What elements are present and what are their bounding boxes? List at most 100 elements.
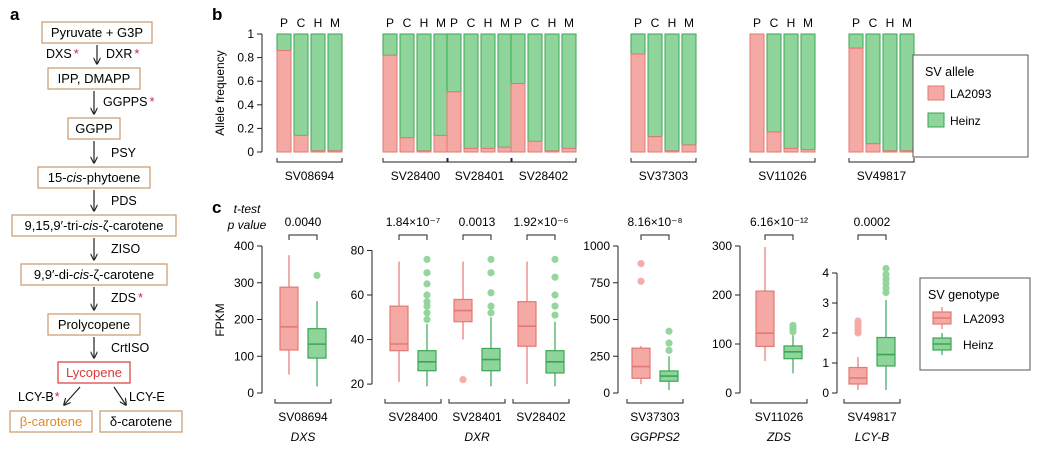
expr-sv-label: SV28401	[452, 410, 502, 424]
gene-label: ZDS	[766, 430, 791, 444]
expr-sv-label: SV28400	[388, 410, 438, 424]
expr-group-bracket	[626, 399, 684, 404]
enzyme-ggpps: GGPPS *	[103, 94, 155, 109]
allele-bar-heinz	[497, 33, 513, 148]
box-outlier-heinz	[487, 255, 495, 263]
expr-y-tick-label: 200	[712, 288, 732, 302]
box-outlier-heinz	[551, 255, 559, 263]
expr-y-tick-label: 4	[822, 266, 829, 280]
allele-bar-la2093	[480, 147, 496, 153]
ttest-label-line1: t-test	[234, 202, 261, 216]
box-outlier-heinz	[487, 289, 495, 297]
tissue-label: P	[514, 16, 522, 30]
tissue-label: M	[500, 16, 510, 30]
tissue-label: C	[770, 16, 779, 30]
allele-bar-heinz	[463, 33, 479, 149]
box-outlier-heinz	[789, 321, 797, 329]
allele-bar-heinz	[527, 33, 543, 142]
allele-bar-la2093	[681, 144, 697, 153]
box-iqr-la2093	[389, 305, 409, 352]
tissue-label: C	[869, 16, 878, 30]
allele-sv-label: SV11026	[758, 169, 807, 183]
expr-y-tick-label: 300	[234, 276, 254, 290]
allele-y-tick-label: 1	[247, 27, 254, 41]
expr-group-bracket	[384, 399, 442, 404]
allele-bar-heinz	[544, 33, 560, 152]
allele-y-tick-label: 0	[247, 145, 254, 159]
box-outlier-heinz	[423, 315, 431, 324]
pvalue-bracket	[857, 234, 887, 240]
allele-bar-heinz	[480, 33, 496, 149]
node-lycopene: Lycopene	[66, 365, 122, 380]
tissue-label: H	[668, 16, 677, 30]
tissue-label: H	[420, 16, 429, 30]
panel-label-b: b	[212, 5, 222, 24]
allele-sv-label: SV08694	[285, 169, 335, 183]
box-iqr-la2093	[755, 290, 775, 348]
expr-y-tick-label: 200	[234, 313, 254, 327]
allele-bar-heinz	[647, 33, 663, 138]
expr-y-tick-label: 250	[590, 349, 610, 363]
box-iqr-la2093	[848, 366, 868, 385]
allele-bar-la2093	[463, 147, 479, 153]
box-outlier-heinz	[882, 264, 890, 273]
allele-group-bracket	[276, 158, 343, 163]
allele-bar-la2093	[293, 134, 309, 153]
enzyme-pds: PDS	[111, 194, 137, 208]
allele-y-tick-label: 0.8	[237, 51, 254, 65]
node-15-cis-phytoene: 15-cis-phytoene	[48, 170, 141, 185]
allele-y-tick-label: 0.2	[237, 121, 254, 135]
pvalue-bracket	[288, 234, 318, 240]
allele-bar-heinz	[766, 33, 782, 133]
node-box-pyruvate	[41, 21, 153, 44]
expr-y-tick-label: 2	[822, 326, 829, 340]
allele-group-bracket	[848, 158, 915, 163]
allele-bar-heinz	[310, 33, 326, 152]
pvalue-label: 1.84×10⁻⁷	[386, 215, 440, 229]
legend-sv-genotype-title: SV genotype	[928, 288, 1000, 302]
allele-bar-heinz	[293, 33, 309, 136]
legend-item-la2093: LA2093	[950, 87, 992, 101]
allele-bar-heinz	[882, 33, 898, 152]
allele-bar-heinz	[783, 33, 799, 149]
tissue-label: M	[436, 16, 446, 30]
allele-bar-la2093	[766, 131, 782, 153]
tissue-label: C	[467, 16, 476, 30]
expr-y-tick-label: 40	[351, 333, 365, 347]
legend-swatch-la2093	[927, 85, 945, 101]
allele-bar-la2093	[327, 150, 343, 153]
allele-y-tick-label: 0.4	[237, 98, 254, 112]
allele-sv-label: SV49817	[857, 169, 907, 183]
panel-label-c: c	[212, 198, 221, 217]
allele-group-bracket	[446, 158, 513, 163]
legend-item-heinz: Heinz	[950, 114, 981, 128]
enzyme-psy: PSY	[111, 146, 137, 160]
allele-bar-la2093	[510, 83, 526, 153]
enzyme-crtiso: CrtISO	[111, 341, 149, 355]
allele-bar-la2093	[630, 53, 646, 153]
allele-bar-heinz	[664, 33, 680, 152]
node-box-prolycopene	[47, 313, 141, 336]
node-box-delta-carotene	[99, 410, 183, 433]
expr-sv-label: SV49817	[847, 410, 897, 424]
tissue-label: M	[330, 16, 340, 30]
allele-bar-heinz	[382, 33, 398, 56]
expr-y-tick-label: 300	[712, 239, 732, 253]
tissue-label: P	[753, 16, 761, 30]
pvalue-label: 6.16×10⁻¹²	[750, 215, 808, 229]
enzyme-lcy-b: LCY-B*	[18, 389, 60, 404]
allele-bar-la2093	[899, 150, 915, 153]
allele-sv-label: SV28401	[455, 169, 505, 183]
expr-y-tick-label: 100	[234, 349, 254, 363]
box-outlier-heinz	[551, 302, 559, 310]
node-prolycopene: Prolycopene	[58, 317, 130, 332]
legend-sv-allele: SV allele LA2093 Heinz	[912, 54, 1029, 158]
gene-label: GGPPS2	[630, 430, 680, 444]
expr-sv-label: SV11026	[755, 410, 804, 424]
allele-bar-la2093	[382, 54, 398, 153]
allele-y-tick-label: 0.6	[237, 74, 254, 88]
allele-bar-heinz	[561, 33, 577, 149]
allele-bar-heinz	[276, 33, 292, 52]
